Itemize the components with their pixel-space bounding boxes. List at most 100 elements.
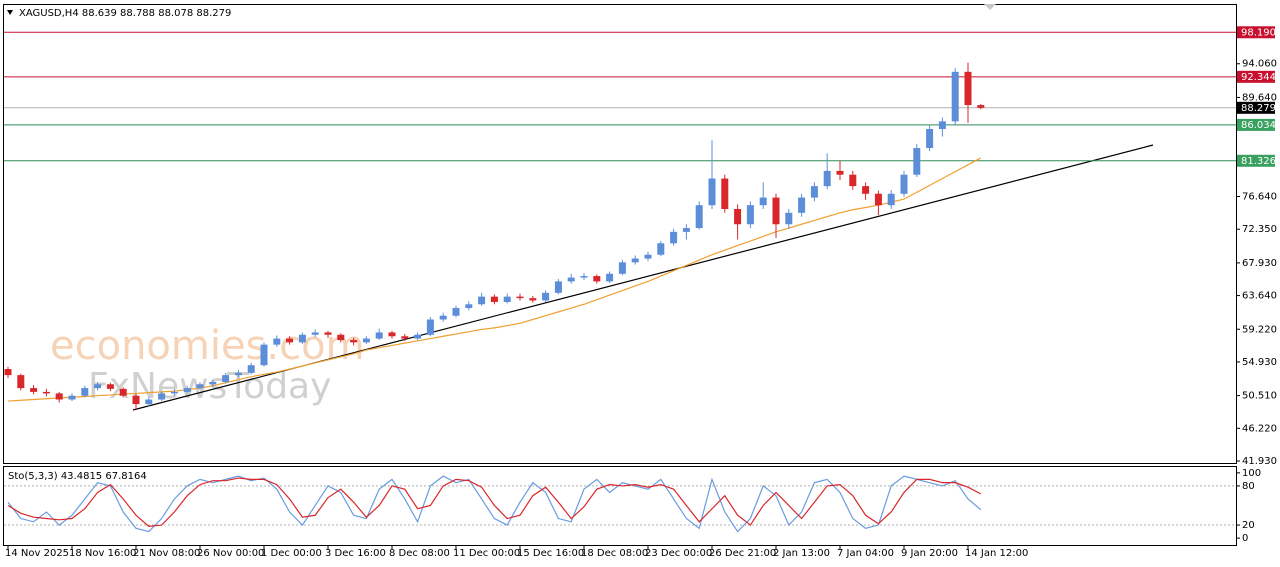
candle-body [682, 228, 690, 232]
candle-body [132, 395, 140, 405]
candle-body [490, 296, 498, 302]
stoch-line [7, 477, 982, 527]
y-tick-label: 100 [1242, 468, 1261, 479]
candle-body [337, 334, 345, 341]
candle-body [529, 298, 537, 301]
x-tick-label: 14 Jan 12:00 [965, 548, 1028, 559]
y-tick-label: 94.060 [1242, 59, 1277, 70]
level-label-box [1237, 101, 1275, 114]
candle-body [42, 391, 50, 394]
level-label: 88.279 [1241, 103, 1276, 114]
candle-body [542, 292, 550, 301]
y-tick-label: 80 [1242, 481, 1255, 492]
stoch-frame [3, 466, 1237, 546]
candle-body [516, 296, 524, 299]
y-tick-label: 54.930 [1242, 357, 1277, 368]
candle-body [55, 393, 63, 400]
level-label: 98.190 [1241, 27, 1276, 38]
level-label-box [1237, 154, 1275, 167]
candle-body [17, 375, 25, 389]
candle-body [170, 391, 178, 394]
moving-average [7, 157, 982, 402]
level-label-box [1237, 70, 1275, 83]
main-frame [3, 4, 1237, 464]
candle-body [900, 174, 908, 194]
candle-body [734, 208, 742, 225]
x-tick-label: 11 Dec 00:00 [453, 548, 520, 559]
candle-body [4, 369, 12, 376]
candle-body [286, 338, 294, 343]
candle-body [362, 338, 370, 343]
level-label-box [1237, 26, 1275, 39]
candle-body [350, 340, 358, 343]
level-label: 81.326 [1241, 156, 1276, 167]
candle-body [145, 399, 153, 405]
header: XAGUSD,H4 88.639 88.788 88.078 88.279 [19, 8, 231, 19]
watermark: economies.com [50, 323, 365, 369]
candle-body [823, 170, 831, 187]
candle-body [324, 332, 332, 335]
candle-body [375, 332, 383, 339]
candle-body [670, 231, 678, 244]
candle-body [746, 205, 754, 225]
x-tick-label: 9 Jan 20:00 [901, 548, 958, 559]
y-tick-label: 0 [1242, 533, 1248, 544]
shift-marker [984, 4, 996, 10]
candle-body [311, 332, 319, 335]
candle-body [593, 276, 601, 282]
x-tick-label: 18 Nov 16:00 [69, 548, 136, 559]
candle-body [260, 344, 268, 366]
y-tick-label: 59.220 [1242, 324, 1277, 335]
y-tick-label: 41.930 [1242, 456, 1277, 467]
candle-body [401, 336, 409, 339]
candle-body [503, 296, 511, 302]
candle-body [119, 388, 127, 396]
x-tick-label: 26 Dec 21:00 [709, 548, 776, 559]
candle-body [874, 193, 882, 206]
candle-body [68, 395, 76, 400]
candle-body [695, 205, 703, 229]
candle-body [452, 308, 460, 316]
candle-body [798, 197, 806, 213]
candle-body [887, 193, 895, 206]
x-tick-label: 18 Dec 08:00 [581, 548, 648, 559]
candle-body [298, 334, 306, 343]
candle-body [862, 186, 870, 194]
stoch-line [7, 475, 982, 533]
y-tick-label: 67.930 [1242, 258, 1277, 269]
candle-body [951, 71, 959, 122]
candle-body [810, 186, 818, 198]
y-tick-label: 20 [1242, 520, 1255, 531]
candle-body [247, 365, 255, 373]
candle-body [478, 296, 486, 305]
stoch-title: Sto(5,3,3) 43.4815 67.8164 [8, 471, 147, 482]
candle-body [606, 273, 614, 282]
candle-body [836, 170, 844, 175]
candle-body [913, 148, 921, 175]
x-tick-label: 7 Jan 04:00 [837, 548, 894, 559]
candle-body [849, 174, 857, 187]
candle-body [426, 319, 434, 335]
y-tick-label: 76.640 [1242, 192, 1277, 203]
candle-body [81, 388, 89, 396]
y-tick-label: 72.350 [1242, 224, 1277, 235]
y-tick-label: 46.220 [1242, 423, 1277, 434]
level-label-box [1237, 118, 1275, 131]
level-label: 86.034 [1241, 120, 1276, 131]
header-arrow [7, 10, 13, 15]
candle-body [439, 315, 447, 320]
candle-body [721, 178, 729, 209]
candle-body [618, 262, 626, 274]
candle-body [644, 254, 652, 259]
candle-body [30, 388, 38, 392]
candle-body [465, 304, 473, 309]
candle-body [785, 212, 793, 225]
x-tick-label: 14 Nov 2025 [5, 548, 69, 559]
candle-body [772, 197, 780, 225]
x-tick-label: 2 Jan 13:00 [773, 548, 830, 559]
y-tick-label: 63.640 [1242, 291, 1277, 302]
candle-body [94, 384, 102, 389]
